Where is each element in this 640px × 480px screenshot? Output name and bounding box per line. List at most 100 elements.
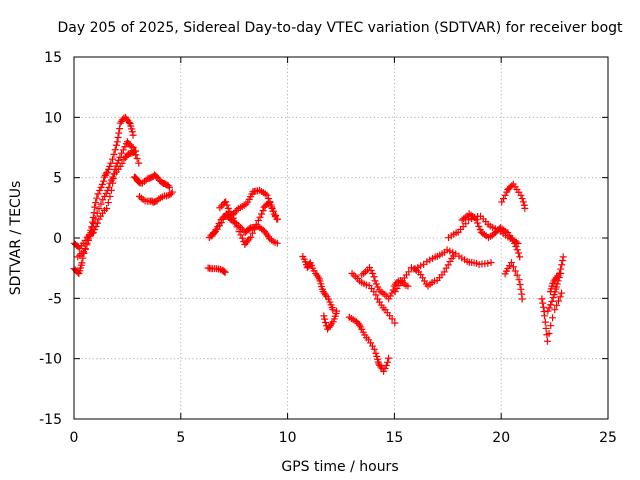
data-point — [115, 129, 123, 137]
data-point — [91, 203, 99, 211]
data-point — [224, 204, 232, 212]
data-point — [261, 190, 269, 198]
data-point — [321, 318, 329, 326]
series-arc-18 — [458, 210, 524, 261]
x-tick-label: 10 — [279, 430, 297, 446]
data-point — [90, 220, 98, 228]
y-tick-labels: -15 -10 -5 0 5 10 15 — [39, 50, 62, 428]
y-tick-label: 10 — [44, 110, 62, 126]
data-point — [559, 253, 567, 261]
data-point — [87, 229, 95, 237]
data-point — [261, 227, 269, 235]
data-point — [513, 271, 521, 279]
data-point — [388, 315, 396, 323]
data-point — [449, 248, 457, 256]
data-point — [222, 198, 230, 206]
y-tick-label: 15 — [44, 50, 62, 66]
x-tick-label: 5 — [176, 430, 185, 446]
y-axis-label: SDTVAR / TECUs — [8, 181, 24, 296]
data-point — [153, 173, 161, 181]
data-point — [250, 225, 258, 233]
data-point — [551, 306, 559, 314]
data-point — [516, 253, 524, 261]
data-point — [84, 236, 92, 244]
series-arc-12 — [345, 313, 393, 375]
data-point — [274, 215, 282, 223]
data-point — [94, 190, 102, 198]
data-point — [370, 273, 378, 281]
data-point — [381, 364, 389, 372]
data-point — [111, 146, 119, 154]
data-point — [96, 186, 104, 194]
x-axis-label: GPS time / hours — [281, 459, 398, 475]
data-point — [104, 165, 112, 173]
data-point — [114, 134, 122, 142]
data-point — [539, 303, 547, 311]
data-point — [547, 322, 555, 330]
data-point — [100, 173, 108, 181]
data-point — [515, 276, 523, 284]
data-point — [109, 155, 117, 163]
data-point — [233, 223, 241, 231]
data-point — [541, 318, 549, 326]
data-point — [102, 189, 110, 197]
data-point — [377, 363, 385, 371]
data-point — [540, 312, 548, 320]
series-arc-1 — [70, 113, 137, 278]
data-point — [103, 204, 111, 212]
data-point — [558, 289, 566, 297]
series-arc-20 — [501, 259, 526, 303]
data-point — [404, 282, 412, 290]
data-points — [70, 113, 567, 375]
data-point — [472, 216, 480, 224]
data-point — [545, 330, 553, 338]
data-point — [98, 180, 106, 188]
data-point — [83, 241, 91, 249]
data-point — [88, 224, 96, 232]
data-point — [321, 315, 329, 323]
data-point — [513, 246, 521, 254]
data-point — [238, 234, 246, 242]
data-point — [544, 307, 552, 315]
y-tick-label: 5 — [53, 171, 62, 187]
data-point — [556, 293, 564, 301]
data-point — [268, 203, 276, 211]
data-point — [320, 289, 328, 297]
data-point — [371, 277, 379, 285]
data-point — [121, 143, 129, 151]
data-point — [259, 207, 267, 215]
data-point — [128, 143, 136, 151]
data-point — [104, 186, 112, 194]
data-point — [543, 337, 551, 345]
data-point — [487, 258, 495, 266]
data-point — [512, 242, 520, 250]
data-point — [223, 201, 231, 209]
data-point — [248, 229, 256, 237]
data-point — [440, 268, 448, 276]
data-point — [92, 199, 100, 207]
data-point — [507, 259, 515, 267]
data-point — [348, 269, 356, 277]
data-point — [369, 270, 377, 278]
series-arc-23 — [544, 269, 565, 315]
data-point — [270, 207, 278, 215]
data-point — [511, 267, 519, 275]
data-point — [509, 263, 517, 271]
data-point — [549, 294, 557, 302]
data-point — [446, 258, 454, 266]
chart-title: Day 205 of 2025, Sidereal Day-to-day VTE… — [57, 20, 623, 36]
data-point — [247, 233, 255, 241]
data-point — [501, 191, 509, 199]
data-point — [272, 211, 280, 219]
data-point — [391, 280, 399, 288]
data-point — [254, 217, 262, 225]
x-tick-labels: 0 5 10 15 20 25 — [70, 430, 617, 446]
x-tick-label: 0 — [70, 430, 79, 446]
data-point — [125, 119, 133, 127]
data-point — [320, 312, 328, 320]
data-point — [107, 159, 115, 167]
data-point — [391, 319, 399, 327]
data-point — [557, 269, 565, 277]
data-point — [235, 228, 243, 236]
